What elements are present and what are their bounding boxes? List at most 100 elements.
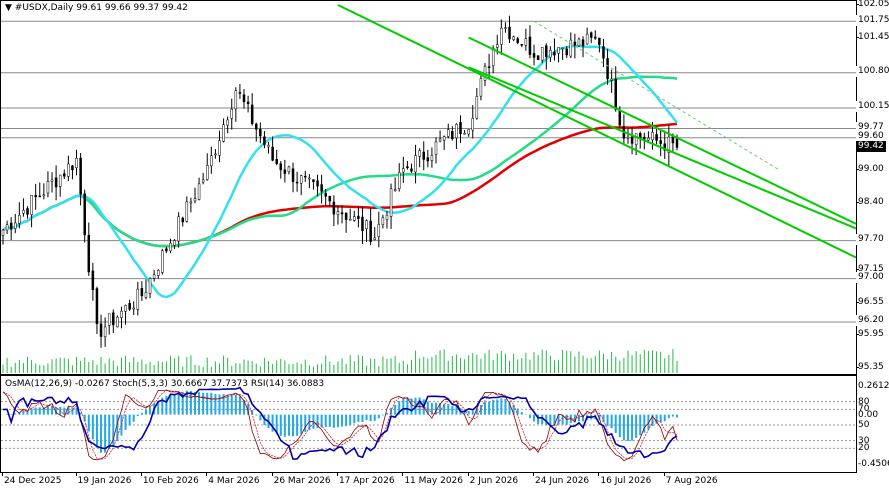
candle-body (451, 131, 454, 140)
candle-body (226, 119, 229, 126)
candle-body (630, 136, 634, 144)
candle-body (173, 240, 176, 246)
candle-body (340, 212, 344, 215)
candle-body (267, 144, 270, 148)
candle-body (75, 158, 78, 169)
time-tick (75, 473, 77, 476)
level-label-96.20: 96.20 (856, 315, 886, 327)
candle-body (63, 173, 66, 177)
time-tick (271, 473, 273, 476)
candle-body (479, 78, 483, 97)
candle-body (410, 168, 413, 172)
candle-body (1, 229, 5, 236)
candle-body (557, 47, 560, 54)
candle-body (152, 274, 156, 279)
price-tick-label: 98.40 (858, 196, 884, 207)
candle-body (107, 313, 111, 326)
candle-body (671, 136, 675, 144)
price-tick-label: 99.00 (858, 164, 884, 175)
candle-body (5, 224, 9, 231)
candle-body (181, 217, 184, 223)
candle-body (259, 128, 262, 137)
candle-body (124, 305, 127, 312)
symbol-dropdown-icon[interactable]: ▼ (5, 3, 12, 13)
candle-body (569, 39, 573, 57)
candle-body (14, 222, 17, 229)
candle-body (26, 208, 29, 215)
candle-body (140, 288, 144, 297)
time-tick (336, 473, 338, 476)
candle-body (275, 159, 278, 164)
ma-144-line (2, 75, 678, 248)
candle-body (463, 133, 466, 135)
candle-body (320, 184, 323, 192)
candle-body (205, 165, 209, 180)
candle-body (361, 216, 364, 231)
level-label-100.80: 100.80 (856, 66, 889, 78)
symbol-ohlc-label: #USDX,Daily 99.61 99.66 99.37 99.42 (14, 3, 188, 13)
time-axis[interactable]: 24 Dec 2025 19 Jan 2026 10 Feb 2026 4 Mar 2… (0, 473, 855, 496)
time-label: 26 Mar 2026 (273, 476, 331, 486)
time-label: 17 Apr 2026 (338, 476, 395, 486)
oscillator-tick-label: 50 (858, 420, 870, 430)
price-tick (856, 201, 859, 203)
price-axis[interactable]: 102.05 101.45 100.80 100.15 99.60 99.00 98.40 9… (856, 0, 889, 374)
time-label: 10 Feb 2026 (142, 476, 199, 486)
candle-body (667, 136, 671, 153)
candle-body (589, 32, 593, 38)
candle-body (112, 312, 115, 326)
candle-body (18, 215, 21, 224)
level-label-97.00: 97.00 (856, 272, 886, 284)
candle-body (287, 166, 291, 173)
oscillator-canvas (1, 386, 856, 462)
oscillator-pane[interactable]: OsMA(12,26,9) -0.0267 Stoch(5,3,3) 30.66… (0, 375, 857, 473)
candle-body (242, 94, 246, 103)
candle-body (508, 26, 511, 40)
candle-body (549, 49, 552, 58)
candle-body (271, 146, 274, 161)
candle-body (210, 155, 213, 167)
price-tick (856, 36, 859, 38)
price-tick (856, 269, 859, 271)
candle-body (659, 140, 662, 144)
candle-body (500, 27, 503, 45)
candle-body (491, 48, 495, 67)
candle-body (177, 216, 180, 242)
candle-body (348, 218, 352, 221)
candle-body (353, 216, 356, 221)
candle-body (22, 209, 25, 214)
candle-body (316, 180, 319, 187)
candle-body (30, 195, 33, 215)
candle-body (79, 157, 82, 195)
candle-body (38, 195, 42, 198)
time-tick (140, 473, 142, 476)
time-label: 2 Jun 2026 (469, 476, 519, 486)
candle-body (132, 307, 135, 310)
level-label-101.75: 101.75 (856, 14, 889, 26)
price-chart-pane[interactable]: ▼ #USDX,Daily 99.61 99.66 99.37 99.42 (0, 0, 857, 375)
candle-body (418, 150, 421, 157)
candle-body (381, 217, 385, 225)
candle-body (246, 101, 250, 105)
candle-body (532, 53, 536, 58)
candle-body (545, 45, 548, 58)
candle-body (263, 136, 266, 146)
candle-body (553, 51, 556, 56)
candle-body (136, 288, 140, 310)
candle-body (120, 310, 123, 318)
price-tick-label: 95.95 (858, 329, 884, 340)
candle-body (512, 36, 515, 40)
candle-body (91, 270, 95, 291)
time-label: 16 Jul 2026 (600, 476, 652, 486)
candle-body (344, 212, 348, 220)
oscillator-tick-label: 20 (858, 443, 870, 454)
candle-body (577, 38, 581, 47)
price-tick-label: 102.05 (858, 0, 889, 9)
price-tick-label: 95.35 (858, 362, 884, 372)
candle-body (365, 220, 368, 229)
candle-body (54, 177, 58, 188)
candle-body (58, 174, 62, 187)
candle-body (369, 220, 372, 242)
candle-body (279, 163, 283, 171)
